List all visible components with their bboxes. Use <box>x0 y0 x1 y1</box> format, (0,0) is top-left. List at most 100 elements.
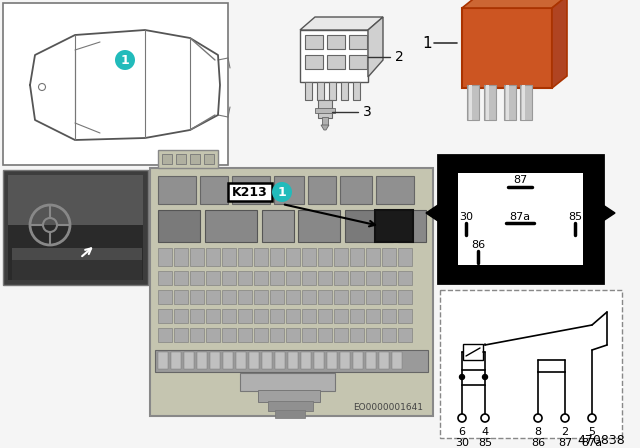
Bar <box>392 352 402 369</box>
Bar <box>222 248 236 266</box>
Bar <box>174 328 188 342</box>
Bar <box>398 271 412 285</box>
Bar <box>228 183 272 201</box>
Circle shape <box>38 83 45 90</box>
Bar <box>205 210 257 242</box>
Bar <box>314 352 324 369</box>
Bar <box>398 210 426 242</box>
Bar <box>3 170 148 285</box>
Bar <box>334 328 348 342</box>
Text: 87a: 87a <box>509 212 531 222</box>
Bar <box>302 248 316 266</box>
Circle shape <box>460 375 465 379</box>
Text: 30: 30 <box>459 212 473 222</box>
Bar <box>340 176 372 204</box>
Bar <box>318 271 332 285</box>
Polygon shape <box>426 205 438 221</box>
Bar <box>232 176 270 204</box>
Bar <box>12 260 142 280</box>
Bar <box>12 248 142 260</box>
Bar <box>8 175 143 225</box>
Bar <box>254 290 268 304</box>
Text: 2: 2 <box>395 50 404 64</box>
Bar <box>270 328 284 342</box>
Bar <box>174 248 188 266</box>
Text: 30: 30 <box>455 438 469 448</box>
Bar <box>462 370 485 385</box>
Bar <box>438 155 603 283</box>
Bar <box>353 352 363 369</box>
Text: 5: 5 <box>589 427 595 437</box>
Bar <box>322 117 328 125</box>
Text: 87: 87 <box>513 175 527 185</box>
Bar <box>204 154 214 164</box>
Bar <box>334 290 348 304</box>
Bar <box>206 309 220 323</box>
Bar <box>302 309 316 323</box>
Bar <box>222 271 236 285</box>
Bar <box>158 328 172 342</box>
Text: 2: 2 <box>561 427 568 437</box>
Bar <box>398 309 412 323</box>
Bar <box>158 290 172 304</box>
Bar <box>318 328 332 342</box>
Bar <box>462 8 552 88</box>
Bar <box>275 410 305 418</box>
Circle shape <box>588 414 596 422</box>
Bar <box>334 248 348 266</box>
Bar <box>302 271 316 285</box>
Bar <box>504 85 516 120</box>
Bar <box>366 271 380 285</box>
Polygon shape <box>300 17 383 30</box>
Bar <box>8 225 143 280</box>
Bar <box>318 100 332 118</box>
Bar <box>366 290 380 304</box>
Bar <box>305 55 323 69</box>
Bar <box>327 352 337 369</box>
Circle shape <box>115 50 135 70</box>
Bar <box>236 352 246 369</box>
Bar <box>238 248 252 266</box>
Polygon shape <box>603 205 615 221</box>
Bar <box>254 328 268 342</box>
Bar <box>158 210 200 242</box>
Bar <box>174 271 188 285</box>
Bar <box>350 328 364 342</box>
Bar <box>350 309 364 323</box>
Bar <box>155 350 428 372</box>
Bar <box>350 248 364 266</box>
Bar <box>334 271 348 285</box>
Bar <box>467 85 479 120</box>
Bar <box>366 328 380 342</box>
Text: 87: 87 <box>558 438 572 448</box>
Text: 1: 1 <box>422 35 432 51</box>
Text: 85: 85 <box>478 438 492 448</box>
Bar <box>318 309 332 323</box>
Text: 3: 3 <box>363 105 372 119</box>
Bar <box>334 309 348 323</box>
Bar <box>469 85 472 120</box>
Bar <box>206 271 220 285</box>
Text: EO0000001641: EO0000001641 <box>353 404 423 413</box>
Text: 85: 85 <box>568 212 582 222</box>
Bar <box>222 328 236 342</box>
Bar <box>162 154 172 164</box>
Bar <box>254 271 268 285</box>
Bar <box>190 271 204 285</box>
Text: 8: 8 <box>534 427 541 437</box>
Bar <box>206 290 220 304</box>
Circle shape <box>481 414 489 422</box>
Text: 87a: 87a <box>581 438 603 448</box>
Bar <box>176 154 186 164</box>
Bar <box>210 352 220 369</box>
Bar <box>349 55 367 69</box>
Circle shape <box>483 375 488 379</box>
Bar <box>158 176 196 204</box>
Polygon shape <box>462 0 567 8</box>
Bar <box>366 352 376 369</box>
Bar <box>197 352 207 369</box>
Bar <box>268 401 313 411</box>
Bar <box>308 176 336 204</box>
Bar <box>240 373 335 391</box>
Bar <box>366 309 380 323</box>
